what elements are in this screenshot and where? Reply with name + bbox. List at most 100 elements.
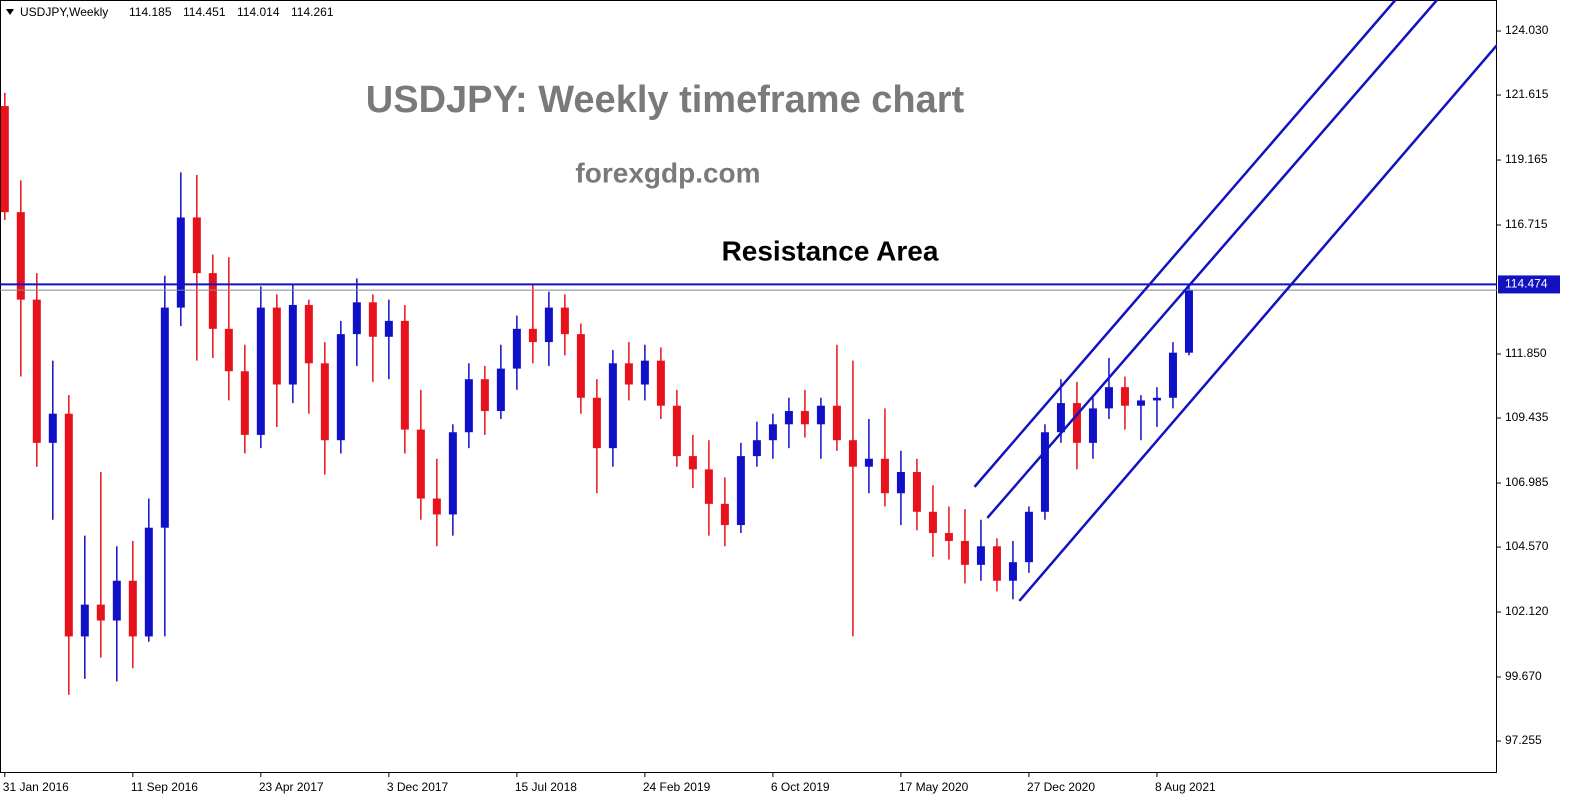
candle-body [640,360,649,385]
candle-body [544,307,553,343]
y-tick-label: 124.030 [1505,23,1549,37]
candle-body [928,511,937,534]
x-tick-label: 8 Aug 2021 [1155,780,1216,794]
candle-body [240,371,249,435]
trendline [986,0,1438,519]
x-tick-label: 6 Oct 2019 [771,780,830,794]
candle-body [528,328,537,343]
chart-subtitle: forexgdp.com [575,157,760,188]
candle-body [1024,511,1033,563]
candle-body [512,328,521,369]
candle-body [80,604,89,637]
candle-body [304,304,313,364]
candle-body [688,456,697,470]
candle-body [160,307,169,528]
candle-body [224,328,233,372]
candle-body [832,405,841,441]
x-tick-label: 17 May 2020 [899,780,969,794]
candle-body [912,472,921,512]
x-tick-label: 11 Sep 2016 [131,780,198,794]
y-tick-label: 104.570 [1505,539,1549,553]
candle-body [48,413,57,443]
candle-body [560,307,569,335]
candle-body [720,503,729,526]
candle-body [176,217,185,308]
header-open: 114.185 [129,5,172,19]
y-tick-label: 106.985 [1505,475,1549,489]
candle-body [1152,397,1161,401]
candle-body [448,432,457,515]
candle-body [1104,387,1113,409]
candle-body [704,469,713,504]
trendline [1018,44,1497,602]
x-tick-label: 23 Apr 2017 [259,780,324,794]
menu-arrow[interactable] [6,9,14,15]
candle-body [1040,432,1049,512]
candle-body [144,527,153,637]
header-high: 114.451 [183,5,226,19]
candle-body [368,302,377,337]
y-tick-label: 116.715 [1505,217,1548,231]
candle-body [480,379,489,412]
candle-body [864,458,873,467]
candle-body [96,604,105,621]
candle-body [992,546,1001,581]
candle-body [128,580,137,637]
candle-body [816,405,825,425]
candle-body [784,411,793,425]
candle-body [464,379,473,433]
price-box-label: 114.474 [1505,277,1548,291]
x-tick-label: 15 Jul 2018 [515,780,577,794]
candle-body [0,106,9,213]
candle-body [880,458,889,494]
candle-body [32,299,41,443]
candle-body [256,307,265,435]
candle-body [976,546,985,565]
candle-body [672,405,681,457]
x-tick-label: 3 Dec 2017 [387,780,449,794]
candle-body [848,440,857,467]
candle-body [608,363,617,449]
trendline [973,0,1397,488]
x-tick-label: 27 Dec 2020 [1027,780,1095,794]
candle-body [112,580,121,621]
candle-body [288,304,297,385]
candle-body [1056,403,1065,433]
candle-body [656,360,665,406]
candle-body [896,472,905,494]
x-tick-label: 24 Feb 2019 [643,780,711,794]
y-tick-label: 111.850 [1505,346,1547,360]
candle-body [1088,408,1097,443]
annotation: Resistance Area [722,235,939,266]
y-tick-label: 97.255 [1505,733,1542,747]
candle-body [1168,352,1177,398]
candle-body [624,363,633,385]
candle-body [1120,387,1129,406]
candle-body [960,540,969,565]
candle-body [736,456,745,526]
candle-body [800,411,809,425]
candle-body [592,397,601,449]
candle-body [496,368,505,412]
candle-body [1072,403,1081,443]
candle-body [208,273,217,329]
header-low: 114.014 [237,5,280,19]
candle-body [1184,290,1193,353]
candle-body [384,320,393,337]
y-tick-label: 102.120 [1505,604,1549,618]
candle-body [768,424,777,441]
candle-body [432,498,441,515]
x-tick-label: 31 Jan 2016 [3,780,69,794]
candle-body [576,334,585,398]
candle-body [752,440,761,457]
candle-body [272,307,281,385]
symbol: USDJPY,Weekly [20,5,108,19]
header-close: 114.261 [291,5,334,19]
y-tick-label: 121.615 [1505,87,1549,101]
candle-body [416,429,425,499]
candle-body [16,212,25,300]
price-box [1498,275,1560,294]
candle-body [1136,400,1145,406]
